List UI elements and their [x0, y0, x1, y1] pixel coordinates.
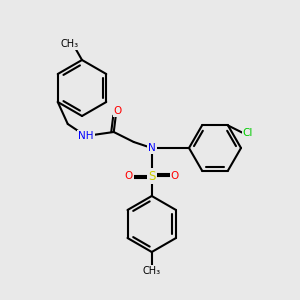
Text: Cl: Cl: [243, 128, 253, 139]
Text: O: O: [171, 171, 179, 181]
Text: O: O: [114, 106, 122, 116]
Text: S: S: [148, 169, 155, 182]
Text: O: O: [124, 171, 133, 181]
Text: CH₃: CH₃: [61, 39, 79, 49]
Text: N: N: [148, 143, 156, 153]
Text: NH: NH: [78, 131, 94, 141]
Text: CH₃: CH₃: [143, 266, 161, 276]
